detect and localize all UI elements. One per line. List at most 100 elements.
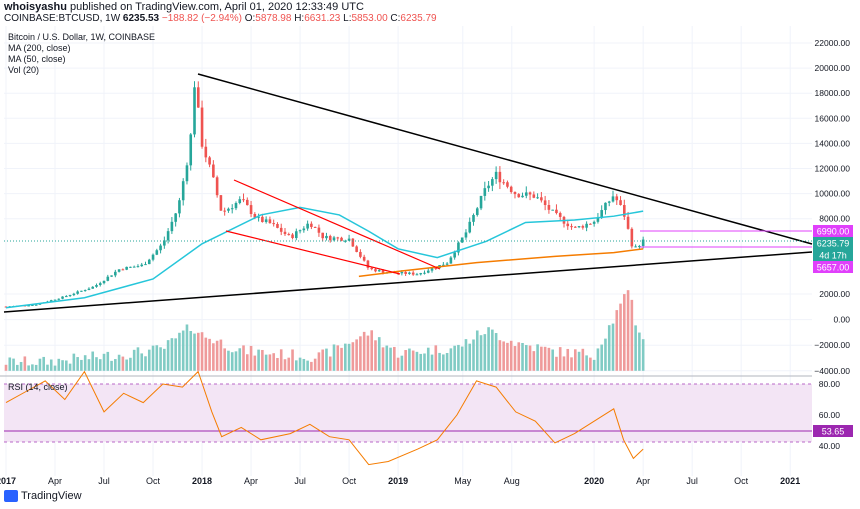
candle-body <box>359 251 362 257</box>
candle-body <box>532 194 536 198</box>
candle-body <box>68 295 72 297</box>
volume-bar <box>389 347 392 371</box>
volume-bar <box>204 337 208 371</box>
candle-body <box>328 235 332 241</box>
price-labels: 6990.00 6235.79 4d 17h 5657.00 53.65 <box>813 225 853 437</box>
candle-body <box>72 293 76 296</box>
candle-body <box>434 268 438 270</box>
legend-ma50: MA (50, close) <box>8 54 66 64</box>
candle-body <box>445 263 449 265</box>
candle-body <box>483 188 487 196</box>
volume-bar <box>479 335 483 371</box>
volume-bar <box>276 357 279 371</box>
candle-body <box>129 266 132 268</box>
candle-body <box>234 202 238 209</box>
volume-bar <box>264 354 268 371</box>
brand-text[interactable]: TradingView <box>21 490 82 502</box>
candle-body <box>83 290 87 292</box>
candle-body <box>498 171 502 183</box>
volume-bar <box>95 357 98 371</box>
candle-body <box>287 234 291 236</box>
volume-bar <box>509 340 513 371</box>
h-value: 6631.23 <box>304 13 341 24</box>
volume-bar <box>23 356 27 371</box>
candle-body <box>355 246 358 252</box>
volume-bar <box>634 325 637 371</box>
volume-bar <box>521 343 524 371</box>
volume-bar <box>8 357 12 371</box>
volume-bar <box>532 351 536 371</box>
candle-body <box>306 223 309 229</box>
candle-body <box>181 181 185 201</box>
candle-body <box>155 250 159 255</box>
volume-bar <box>551 349 554 371</box>
candle-body <box>381 270 385 273</box>
volume-bar <box>457 344 460 371</box>
volume-bar <box>136 347 140 371</box>
o-value: 5878.98 <box>255 13 292 24</box>
volume-bar <box>38 358 42 371</box>
chart[interactable]: 22000.00 20000.00 18000.00 16000.00 14000.00… <box>0 26 860 488</box>
candle-body <box>102 280 106 284</box>
volume-bar <box>445 353 449 371</box>
volume-bar <box>117 354 121 371</box>
volume-bar <box>163 348 166 371</box>
volume-bar <box>102 353 106 371</box>
volume-bar <box>423 353 426 371</box>
price-tick-label: 14000.00 <box>815 138 851 148</box>
candle-body <box>404 271 407 274</box>
candle-body <box>607 201 611 203</box>
candle-body <box>208 157 211 165</box>
candle-body <box>215 177 219 196</box>
countdown-tag <box>813 249 853 261</box>
candle-body <box>291 234 294 239</box>
volume-bar <box>513 346 517 371</box>
candle-body <box>166 231 170 241</box>
volume-bar <box>344 343 347 371</box>
level-5657-text: 5657.00 <box>817 263 850 273</box>
volume-bar <box>19 361 23 371</box>
x-tick-label: Jul <box>98 476 110 486</box>
rsi-tick-label: 80.00 <box>819 379 841 389</box>
volume-bar <box>234 351 238 371</box>
candle-body <box>238 199 242 203</box>
c-value: 6235.79 <box>400 13 437 24</box>
author[interactable]: whoisyashu <box>4 1 67 13</box>
candle-body <box>521 195 524 198</box>
rsi-tick-label: 60.00 <box>819 410 841 420</box>
volume-bar <box>83 355 87 371</box>
volume-bar <box>426 347 430 371</box>
volume-bar <box>589 357 592 371</box>
candle-body <box>110 275 113 277</box>
volume-bar <box>475 330 479 371</box>
candle-body <box>132 266 136 268</box>
volume-bar <box>132 349 136 371</box>
candle-body <box>442 264 445 266</box>
volume-bar <box>174 338 177 371</box>
candle-body <box>457 242 460 253</box>
o-label: O: <box>244 13 256 24</box>
candle-body <box>230 208 234 210</box>
volume-bar <box>140 353 144 371</box>
candle-body <box>491 179 494 186</box>
rsi-band <box>4 384 812 442</box>
candle-body <box>630 228 634 247</box>
candle-body <box>464 232 468 238</box>
candle-body <box>106 276 110 281</box>
candle-body <box>117 269 121 272</box>
l-value: 5853.00 <box>351 13 388 24</box>
candle-body <box>31 304 34 306</box>
volume-bar <box>31 364 34 371</box>
volume-bar <box>98 359 102 371</box>
price-tick-label: 8000.00 <box>819 214 850 224</box>
volume-bar <box>80 359 83 371</box>
ohlc-line: COINBASE:BTCUSD, 1W 6235.53 −188.82 (−2.… <box>4 13 437 24</box>
volume-bars <box>4 290 645 371</box>
candle-body <box>245 199 249 206</box>
volume-bar <box>566 348 570 371</box>
x-tick-label: Jul <box>686 476 698 486</box>
volume-bar <box>261 349 264 371</box>
candle-body <box>596 217 600 222</box>
volume-bar <box>219 339 223 371</box>
rsi-tick-label: 40.00 <box>819 441 841 451</box>
